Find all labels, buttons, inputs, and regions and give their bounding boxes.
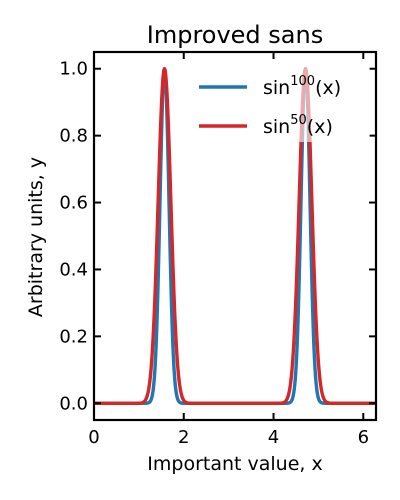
y-axis-label: Arbitrary units, y: [25, 157, 47, 317]
x-tick-label: 2: [178, 427, 189, 448]
chart-title: Improved sans: [147, 21, 323, 49]
legend-box: [186, 60, 370, 142]
series-line-sin50: [92, 67, 378, 405]
plot-area: 0 2 4 6 0.0 0.2 0.4 0.6 0.8 1.0: [59, 50, 378, 448]
y-tick-label: 0.8: [59, 126, 88, 147]
x-axis-label: Important value, x: [147, 453, 322, 475]
y-tick-label: 0.4: [59, 259, 88, 280]
series-layer: [92, 67, 378, 405]
x-tick-label: 4: [268, 427, 279, 448]
y-tick-label: 0.0: [59, 393, 88, 414]
axes-frame: [92, 50, 378, 422]
x-tick-label: 6: [358, 427, 369, 448]
x-tick-label: 0: [88, 427, 99, 448]
legend-label: sin100(x): [263, 74, 341, 99]
y-tick-label: 1.0: [59, 59, 88, 80]
legend: sin100(x) sin50(x): [186, 60, 370, 142]
y-tick-label: 0.2: [59, 326, 88, 347]
legend-label: sin50(x): [263, 113, 333, 138]
y-tick-label: 0.6: [59, 193, 88, 214]
ticks-layer: 0 2 4 6 0.0 0.2 0.4 0.6 0.8 1.0: [59, 52, 376, 448]
